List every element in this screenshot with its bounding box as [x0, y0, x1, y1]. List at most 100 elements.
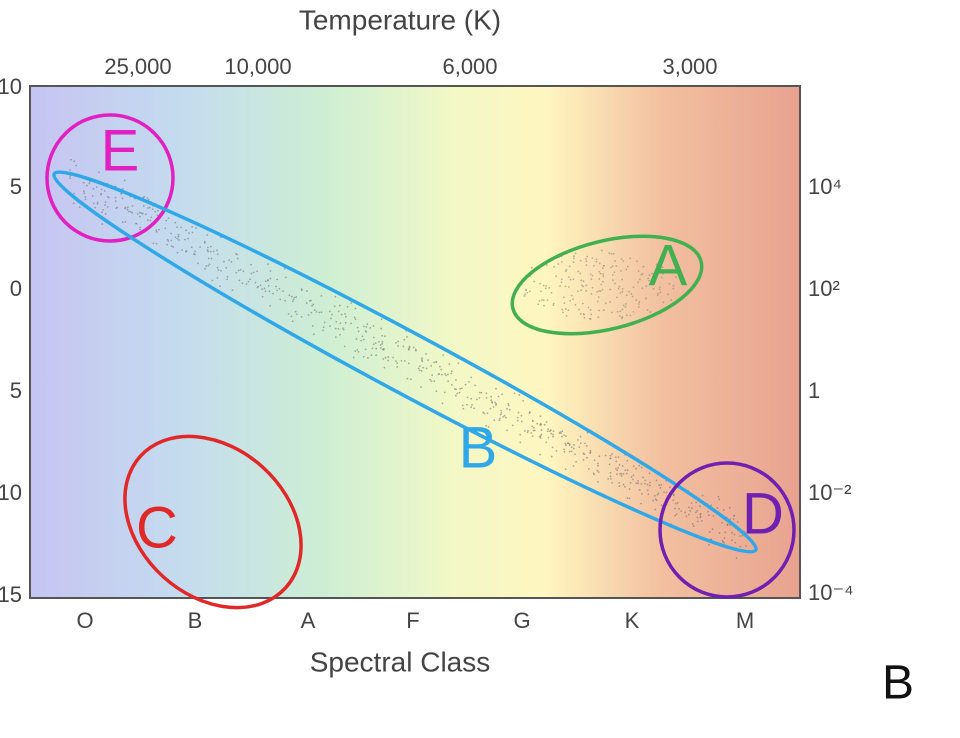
star-dot	[548, 286, 551, 289]
star-dot	[563, 448, 566, 451]
star-dot	[438, 365, 441, 368]
star-dot	[212, 250, 215, 253]
star-dot	[733, 533, 736, 536]
star-dot	[635, 299, 638, 302]
star-dot	[267, 263, 269, 265]
star-dot	[210, 257, 213, 260]
star-dot	[597, 464, 599, 467]
star-dot	[617, 456, 620, 458]
star-dot	[322, 329, 324, 332]
star-dot	[716, 507, 719, 509]
star-dot	[342, 328, 345, 331]
star-dot	[585, 264, 588, 267]
star-dot	[485, 392, 488, 395]
star-dot	[583, 316, 586, 319]
star-dot	[621, 278, 624, 281]
star-dot	[629, 314, 632, 317]
star-dot	[609, 471, 612, 474]
star-dot	[206, 249, 209, 251]
star-dot	[569, 299, 572, 302]
star-dot	[640, 466, 643, 469]
star-dot	[207, 257, 210, 260]
left-tick-label: 0	[10, 276, 22, 301]
star-dot	[190, 246, 193, 249]
star-dot	[597, 296, 600, 298]
star-dot	[269, 304, 272, 307]
star-dot	[384, 356, 387, 359]
star-dot	[578, 446, 581, 449]
star-dot	[352, 356, 355, 359]
star-dot	[500, 409, 502, 412]
star-dot	[355, 338, 358, 340]
star-dot	[69, 158, 72, 161]
star-dot	[124, 220, 127, 223]
star-dot	[732, 518, 735, 520]
star-dot	[614, 260, 616, 262]
star-dot	[662, 272, 664, 275]
star-dot	[644, 482, 646, 485]
spectral-class: O	[76, 608, 93, 633]
star-dot	[635, 467, 637, 470]
star-dot	[333, 305, 336, 308]
star-dot	[741, 534, 744, 537]
star-dot	[637, 480, 639, 482]
star-dot	[638, 278, 641, 281]
star-dot	[121, 221, 124, 223]
star-dot	[94, 206, 97, 209]
star-dot	[572, 278, 575, 281]
star-dot	[150, 216, 153, 219]
star-dot	[585, 284, 588, 287]
star-dot	[674, 507, 676, 510]
star-dot	[721, 539, 724, 542]
star-dot	[495, 387, 497, 390]
star-dot	[191, 231, 194, 234]
star-dot	[226, 278, 228, 281]
star-dot	[552, 430, 555, 433]
star-dot	[744, 545, 747, 547]
star-dot	[84, 198, 87, 201]
star-dot	[690, 507, 693, 510]
star-dot	[495, 404, 497, 406]
star-dot	[311, 325, 314, 327]
star-dot	[134, 222, 137, 225]
star-dot	[511, 424, 514, 427]
star-dot	[104, 204, 106, 206]
star-dot	[522, 399, 525, 402]
star-dot	[564, 468, 567, 471]
star-dot	[114, 196, 117, 199]
star-dot	[544, 287, 547, 290]
star-dot	[500, 412, 503, 414]
star-dot	[618, 315, 621, 318]
star-dot	[533, 429, 536, 432]
star-dot	[478, 391, 481, 394]
star-dot	[621, 290, 624, 293]
star-dot	[561, 435, 563, 438]
star-dot	[170, 232, 173, 235]
star-dot	[567, 309, 570, 312]
star-dot	[380, 318, 383, 321]
star-dot	[660, 483, 663, 486]
star-dot	[550, 432, 553, 435]
star-dot	[204, 268, 206, 270]
star-dot	[655, 263, 658, 266]
star-dot	[203, 242, 206, 244]
star-dot	[647, 493, 650, 496]
star-dot	[530, 266, 533, 269]
star-dot	[334, 295, 337, 298]
star-dot	[641, 287, 644, 290]
star-dot	[365, 326, 368, 328]
star-dot	[482, 411, 485, 414]
star-dot	[318, 311, 321, 314]
star-dot	[290, 295, 293, 298]
star-dot	[622, 473, 625, 475]
star-dot	[456, 392, 459, 395]
star-dot	[414, 348, 417, 351]
star-dot	[343, 345, 346, 348]
star-dot	[322, 326, 325, 329]
star-dot	[256, 270, 259, 273]
star-dot	[645, 297, 647, 300]
star-dot	[602, 309, 605, 312]
star-dot	[152, 242, 155, 245]
star-dot	[621, 308, 624, 311]
star-dot	[464, 383, 467, 386]
